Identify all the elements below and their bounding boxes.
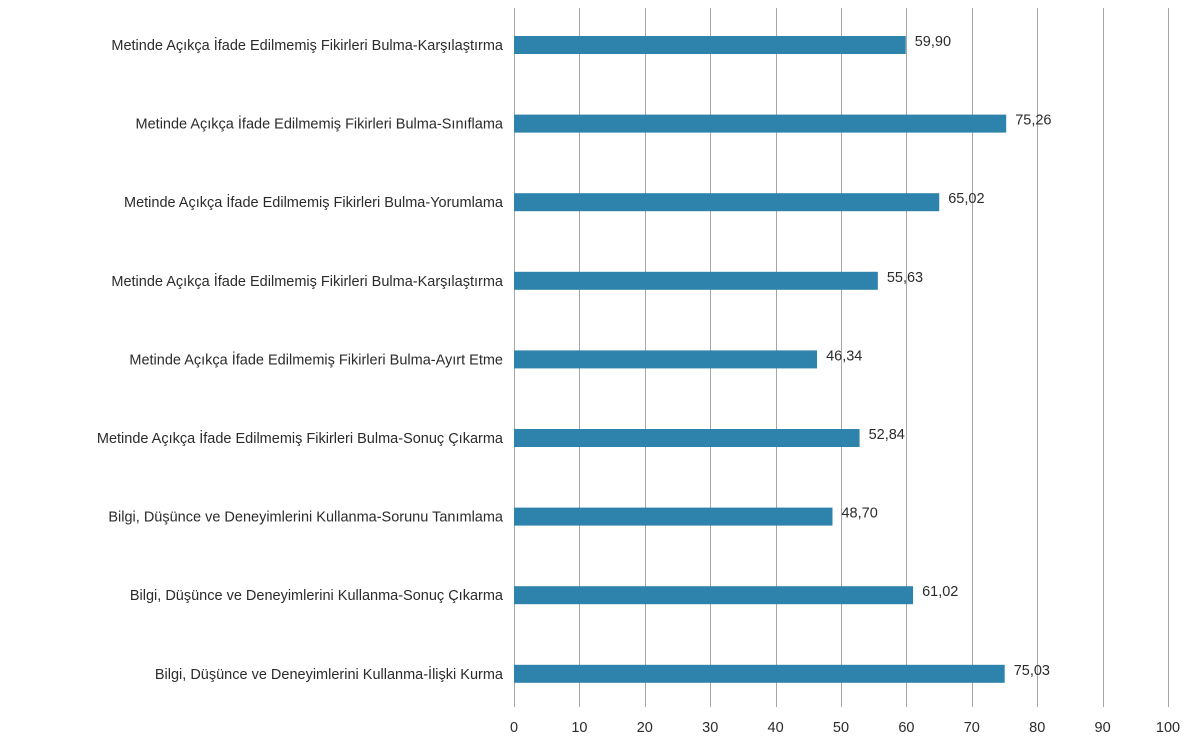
value-label-3: 65,02 [948,191,984,207]
bar-7 [514,507,833,526]
value-label-4: 55,63 [887,270,923,286]
x-tick-label-0: 0 [510,720,518,736]
value-label-8: 61,02 [922,584,958,600]
value-labels: 59,90 75,26 65,02 55,63 46,34 52,84 48,70 61,02… [826,34,1051,679]
category-label-3: Metinde Açıkça İfade Edilmemiş Fikirleri… [124,193,504,211]
category-label-6: Metinde Açıkça İfade Edilmemiş Fikirleri… [97,429,504,447]
x-tick-label-50: 50 [833,720,849,736]
x-tick-label-30: 30 [702,720,718,736]
category-label-4: Metinde Açıkça İfade Edilmemiş Fikirleri… [111,272,504,290]
x-tick-label-90: 90 [1095,720,1111,736]
category-label-8: Bilgi, Düşünce ve Deneyimlerini Kullanma… [130,588,504,604]
category-label-1: Metinde Açıkça İfade Edilmemiş Fikirleri… [111,36,504,54]
value-label-7: 48,70 [841,506,877,522]
bar-6 [514,429,860,447]
category-label-9: Bilgi, Düşünce ve Deneyimlerini Kullanma… [155,665,504,683]
bar-8 [514,586,914,605]
x-tick-label-80: 80 [1029,720,1045,736]
category-label-7: Bilgi, Düşünce ve Deneyimlerini Kullanma… [108,510,504,526]
value-label-2: 75,26 [1015,113,1051,129]
bar-9 [514,664,1005,683]
x-tick-label-60: 60 [898,720,914,736]
value-label-1: 59,90 [915,34,951,50]
x-tick-label-40: 40 [768,720,784,736]
bar-1 [514,36,906,54]
x-tick-label-20: 20 [637,720,653,736]
bar-3 [514,193,940,212]
x-tick-label-10: 10 [571,720,587,736]
x-tick-label-70: 70 [964,720,980,736]
x-tick-label-100: 100 [1156,720,1180,736]
category-labels: Metinde Açıkça İfade Edilmemiş Fikirleri… [97,36,504,683]
bar-4 [514,271,878,290]
category-label-5: Metinde Açıkça İfade Edilmemiş Fikirleri… [129,350,503,368]
bars [514,36,1007,683]
bar-5 [514,350,818,369]
value-label-6: 52,84 [869,427,905,443]
value-label-9: 75,03 [1014,663,1050,679]
category-label-2: Metinde Açıkça İfade Edilmemiş Fikirleri… [136,115,504,133]
bar-2 [514,114,1007,133]
value-label-5: 46,34 [826,348,862,364]
x-axis-tick-labels: 0 10 20 30 40 50 60 70 80 90 100 [510,720,1180,736]
